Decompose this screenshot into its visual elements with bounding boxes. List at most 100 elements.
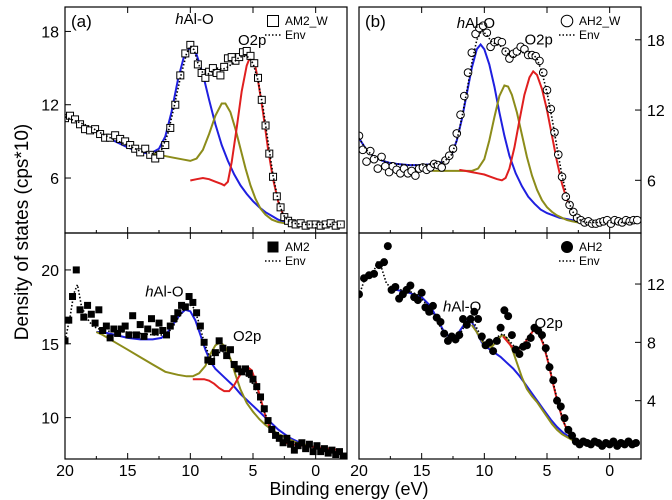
annotation: O2p (524, 31, 552, 48)
data-point (537, 331, 546, 340)
annotation: hAl-O (145, 284, 183, 301)
plot-area (359, 242, 640, 450)
data-point (380, 258, 389, 267)
y-tick-label: 12 (647, 277, 665, 294)
data-point (159, 326, 167, 334)
data-point (72, 266, 80, 274)
legend-text: AH2_W (579, 14, 621, 28)
data-point (515, 350, 524, 359)
fit-curve-blue (359, 42, 635, 224)
data-point (302, 445, 310, 453)
data-point (561, 241, 573, 253)
data-point (249, 375, 257, 383)
data-point (275, 434, 283, 442)
data-point (219, 344, 227, 352)
data-point (373, 164, 383, 173)
panel-frame (358, 232, 642, 460)
data-point (166, 322, 174, 330)
data-point (560, 414, 569, 423)
y-tick-label: 15 (41, 337, 59, 354)
data-point (185, 293, 193, 301)
y-tick-label: 12 (41, 98, 59, 115)
data-point (550, 127, 559, 137)
y-tick-label: 10 (41, 411, 59, 428)
data-point (257, 393, 265, 401)
x-tick-label: 15 (413, 463, 431, 480)
data-point (208, 358, 216, 366)
data-point (196, 322, 204, 330)
data-point (230, 360, 238, 368)
data-point (272, 431, 280, 439)
data-point (455, 331, 464, 340)
data-point (309, 448, 317, 456)
data-point (147, 315, 155, 323)
data-point (125, 331, 133, 339)
y-axis-label: Density of states (cps*10) (12, 124, 33, 340)
data-point (467, 48, 477, 57)
data-point (492, 336, 501, 345)
data-point (317, 448, 325, 456)
data-point (241, 365, 249, 373)
data-point (91, 319, 99, 327)
data-point (136, 321, 144, 329)
data-point (181, 303, 189, 311)
data-point (541, 344, 550, 353)
data-point (305, 440, 313, 448)
data-point (369, 154, 379, 164)
data-point (178, 301, 186, 309)
plot-area (65, 40, 345, 230)
annotation: hAl-O (175, 11, 213, 28)
data-point (556, 402, 565, 411)
data-point (238, 368, 246, 376)
data-point (436, 317, 445, 326)
legend-text: Env (285, 28, 306, 42)
x-tick-label: 20 (56, 463, 74, 480)
data-point (411, 171, 420, 180)
plot-area (359, 21, 641, 228)
annotation: O2p (238, 32, 266, 49)
data-point (110, 325, 118, 333)
plot-area (65, 266, 347, 459)
annotation: O2p (233, 328, 261, 345)
data-point (253, 383, 261, 391)
data-point (246, 51, 255, 60)
data-point (290, 446, 298, 454)
x-tick-label: 20 (350, 463, 368, 480)
data-point (560, 14, 574, 28)
data-point (365, 146, 375, 156)
data-point (269, 172, 278, 181)
panel-label: (a) (71, 12, 92, 31)
data-point (102, 322, 110, 330)
data-point (631, 438, 640, 447)
data-point (482, 28, 492, 38)
y-tick-label: 4 (647, 394, 656, 411)
data-point (335, 448, 343, 456)
data-point (226, 346, 234, 354)
data-point (76, 306, 84, 314)
data-point (234, 365, 242, 373)
data-point (215, 337, 223, 345)
data-point (497, 37, 507, 47)
data-point (204, 356, 212, 364)
data-point (339, 452, 347, 459)
data-point (156, 150, 165, 159)
data-point (406, 281, 415, 290)
data-point (254, 73, 263, 82)
data-point (193, 60, 202, 69)
annotation: O2p (534, 315, 562, 332)
data-point (250, 59, 259, 68)
data-point (332, 451, 340, 459)
data-point (425, 307, 434, 316)
panel-frame (64, 232, 348, 460)
data-point (362, 157, 371, 166)
legend-text: Env (285, 254, 306, 268)
x-tick-label: 5 (249, 463, 258, 480)
data-point (95, 306, 103, 314)
data-point (261, 121, 270, 130)
data-point (452, 129, 462, 138)
y-tick-label: 8 (647, 335, 656, 352)
data-point (313, 442, 321, 450)
data-point (200, 338, 208, 346)
